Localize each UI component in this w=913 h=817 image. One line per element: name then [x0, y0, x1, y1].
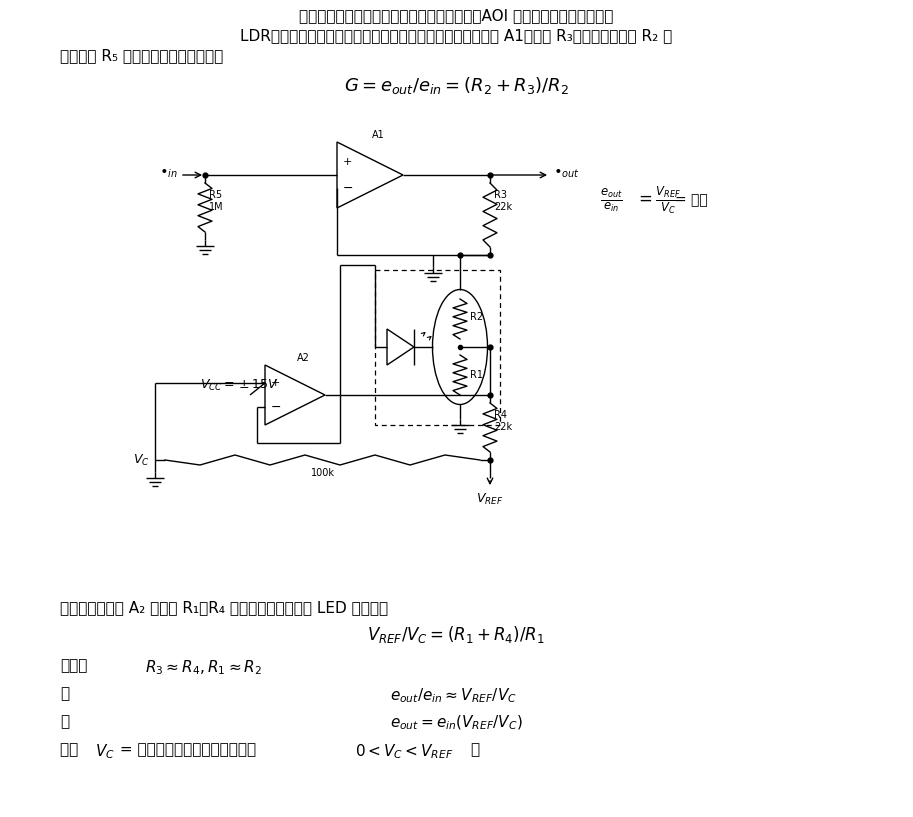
Text: $= \frac{V_{REF}}{V_C}$: $= \frac{V_{REF}}{V_C}$ [635, 184, 681, 216]
Text: $\bullet_{in}$: $\bullet_{in}$ [159, 166, 178, 180]
Text: $V_{REF}$: $V_{REF}$ [477, 492, 504, 507]
Text: 如设定: 如设定 [60, 658, 88, 673]
Text: R5: R5 [209, 190, 222, 200]
Text: $R_3 \approx R_4, R_1 \approx R_2$: $R_3 \approx R_4, R_1 \approx R_2$ [145, 658, 262, 676]
Text: $e_{out} = e_{in}(V_{REF}/V_C)$: $e_{out} = e_{in}(V_{REF}/V_C)$ [390, 714, 523, 732]
Bar [375, 270, 500, 425]
Text: 100k: 100k [310, 468, 334, 478]
Text: 22k: 22k [494, 202, 512, 212]
Text: $V_{REF}/V_C = (R_1 + R_4)/R_1$: $V_{REF}/V_C = (R_1 + R_4)/R_1$ [367, 624, 545, 645]
Text: R1: R1 [470, 370, 483, 380]
Text: R2: R2 [470, 312, 483, 322]
Text: $0 < V_C < V_{REF}$: $0 < V_C < V_{REF}$ [355, 742, 454, 761]
Text: $G = e_{out}/e_{in} = (R_2 + R_3)/R_2$: $G = e_{out}/e_{in} = (R_2 + R_3)/R_2$ [343, 75, 569, 96]
Text: 式中: 式中 [60, 742, 83, 757]
Text: = 增益: = 增益 [675, 193, 708, 207]
Text: LDR，一边接信号通道，一边接控制环路。信号放大器由运放 A1、电阻 R₃、增益调节电阻 R₂ 和: LDR，一边接信号通道，一边接控制环路。信号放大器由运放 A1、电阻 R₃、增益… [240, 28, 672, 43]
Text: 22k: 22k [494, 422, 512, 432]
Text: 1M: 1M [209, 202, 224, 212]
Text: 图为用于放大器的电控可编程增益控制电路。AOI 具有一个中心抽头接地的: 图为用于放大器的电控可编程增益控制电路。AOI 具有一个中心抽头接地的 [299, 8, 614, 23]
Text: = 控制电压，其工作电压限制：: = 控制电压，其工作电压限制： [115, 742, 257, 757]
Text: R4: R4 [494, 410, 507, 420]
Text: 控制环路由运放 A₂ 和电阻 R₁、R₄ 组成，电路用于调节 LED 的电流。: 控制环路由运放 A₂ 和电阻 R₁、R₄ 组成，电路用于调节 LED 的电流。 [60, 600, 388, 615]
Text: $\frac{e_{out}}{e_{in}}$: $\frac{e_{out}}{e_{in}}$ [600, 186, 623, 214]
Text: $V_{CC} = \pm 15V$: $V_{CC} = \pm 15V$ [200, 377, 279, 392]
Text: 则: 则 [60, 686, 69, 701]
Text: 。: 。 [470, 742, 479, 757]
Text: $\bullet_{out}$: $\bullet_{out}$ [553, 166, 580, 180]
Text: $e_{out}/e_{in} \approx V_{REF}/V_C$: $e_{out}/e_{in} \approx V_{REF}/V_C$ [390, 686, 517, 705]
Text: $V_C$: $V_C$ [133, 453, 150, 467]
Text: R3: R3 [494, 190, 507, 200]
Text: 或: 或 [60, 714, 69, 729]
Text: A2: A2 [297, 353, 310, 363]
Text: +: + [343, 157, 352, 167]
Text: A1: A1 [372, 130, 384, 140]
Text: −: − [271, 400, 281, 413]
Text: $V_C$: $V_C$ [95, 742, 115, 761]
Text: 输入电阻 R₅ 组成。放大器的增益为：: 输入电阻 R₅ 组成。放大器的增益为： [60, 48, 224, 63]
Text: +: + [271, 378, 280, 388]
Text: −: − [343, 181, 353, 194]
